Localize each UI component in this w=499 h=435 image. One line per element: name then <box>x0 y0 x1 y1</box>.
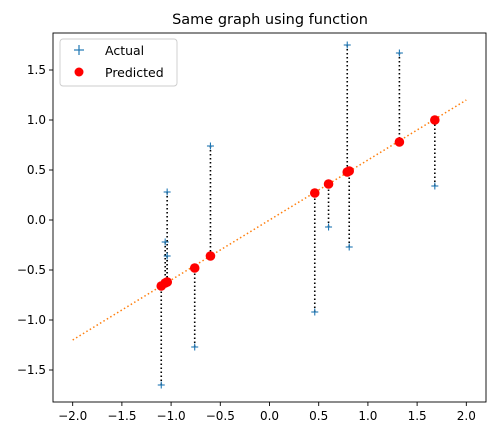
fit-line-layer <box>72 99 467 341</box>
y-tick-label: −0.5 <box>17 263 46 277</box>
x-tick-label: −1.5 <box>107 409 136 423</box>
y-tick-label: 0.0 <box>27 213 46 227</box>
residual-lines-layer <box>160 45 436 385</box>
x-tick-label: 0.5 <box>309 409 328 423</box>
actual-points-layer <box>157 41 439 389</box>
actual-point <box>395 49 403 57</box>
x-axis: −2.0 −1.5 −1.0 −0.5 0.0 0.5 1.0 1.5 2.0 <box>58 402 476 423</box>
predicted-point <box>430 115 440 125</box>
y-tick-label: 1.5 <box>27 63 46 77</box>
legend-box <box>59 38 178 87</box>
predicted-point <box>394 137 405 147</box>
legend-predicted-marker <box>74 67 84 77</box>
x-tick-label: 2.0 <box>457 409 476 423</box>
legend-actual-marker <box>74 45 84 55</box>
predicted-point <box>309 188 320 198</box>
y-axis: −1.5 −1.0 −0.5 0.0 0.5 1.0 1.5 <box>17 63 53 377</box>
x-tick-label: 0.0 <box>260 409 279 423</box>
predicted-points-layer <box>156 115 440 291</box>
actual-point <box>163 252 171 260</box>
actual-point <box>325 223 333 231</box>
predicted-point <box>162 277 172 287</box>
actual-point <box>191 343 199 351</box>
y-tick-label: −1.5 <box>17 363 46 377</box>
x-tick-label: −0.5 <box>206 409 235 423</box>
y-tick-label: −1.0 <box>17 313 46 327</box>
fit-line <box>72 99 467 341</box>
plot-frame <box>52 32 487 403</box>
predicted-point <box>189 263 200 273</box>
actual-point <box>311 308 319 316</box>
x-tick-label: −1.0 <box>157 409 186 423</box>
legend-actual-label: Actual <box>105 43 144 58</box>
actual-point <box>343 41 351 49</box>
x-tick-label: 1.0 <box>358 409 377 423</box>
legend: Actual Predicted <box>59 38 178 87</box>
predicted-point <box>323 179 334 189</box>
y-tick-label: 1.0 <box>27 113 46 127</box>
predicted-point <box>344 166 355 176</box>
y-tick-label: 0.5 <box>27 163 46 177</box>
actual-point <box>345 243 353 251</box>
actual-point <box>163 188 171 196</box>
chart-title: Same graph using function <box>172 12 368 28</box>
predicted-point <box>205 251 216 261</box>
x-tick-label: −2.0 <box>58 409 87 423</box>
actual-point <box>161 238 169 246</box>
actual-point <box>206 142 214 150</box>
actual-point <box>157 381 165 389</box>
legend-predicted-label: Predicted <box>105 65 164 80</box>
actual-point <box>431 182 439 190</box>
x-tick-label: 1.5 <box>408 409 427 423</box>
